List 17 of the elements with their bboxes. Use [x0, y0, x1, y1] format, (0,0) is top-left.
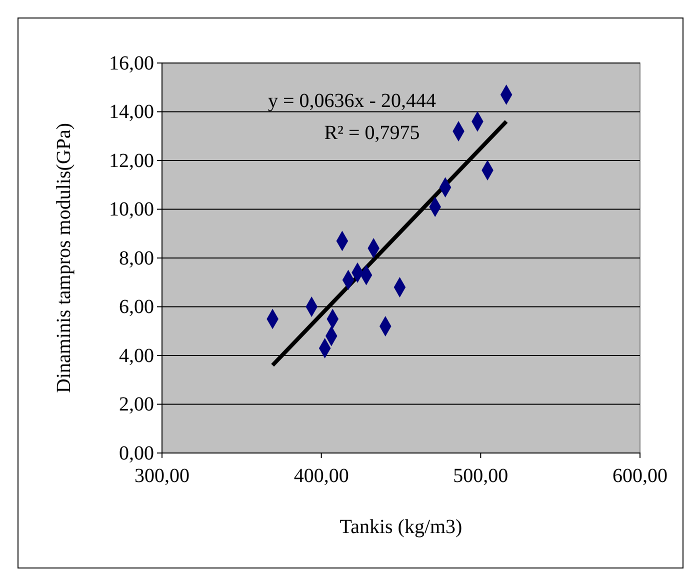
- annotation: R² = 0,7975: [324, 122, 420, 144]
- y-tick-label: 14,00: [109, 101, 154, 124]
- y-tick-label: 8,00: [119, 247, 154, 270]
- annotation: y = 0,0636x - 20,444: [268, 90, 436, 112]
- x-tick-label: 400,00: [294, 465, 349, 487]
- y-tick-label: 4,00: [119, 344, 154, 367]
- x-tick-label: 500,00: [453, 465, 508, 487]
- y-tick-label: 12,00: [109, 150, 154, 172]
- y-tick-label: 2,00: [119, 394, 154, 416]
- y-tick-label: 16,00: [109, 52, 154, 74]
- y-tick-label: 10,00: [109, 198, 154, 221]
- x-tick-label: 300,00: [134, 465, 190, 487]
- y-tick-label: 6,00: [119, 296, 154, 318]
- x-tick-label: 600,00: [612, 465, 668, 487]
- y-axis-title: Dinaminis tampros modulis(GPa): [53, 123, 75, 393]
- x-axis-title: Tankis (kg/m3): [340, 516, 462, 538]
- y-tick-label: 0,00: [119, 442, 154, 464]
